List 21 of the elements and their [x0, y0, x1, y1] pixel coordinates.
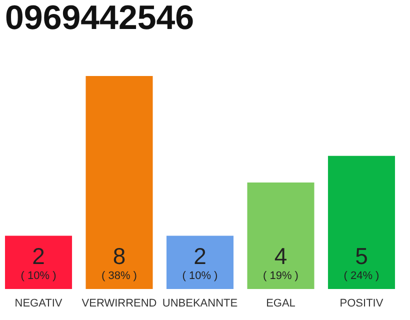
annotation: ( 24% ): [344, 270, 380, 282]
x-tick-label: POSITIV: [340, 298, 384, 310]
annotation: ( 10% ): [182, 270, 218, 282]
data-label: 2: [32, 243, 45, 269]
data-label: 5: [355, 243, 368, 269]
bar: [328, 156, 395, 289]
chart-title: 0969442546: [5, 0, 194, 37]
bar: [86, 76, 153, 289]
x-tick-label: UNBEKANNTE: [162, 298, 238, 310]
x-tick-label: VERWIRREND: [82, 298, 157, 310]
annotation: ( 10% ): [20, 270, 56, 282]
data-label: 2: [194, 243, 206, 269]
bar: [166, 236, 234, 289]
data-label: 4: [274, 243, 288, 269]
bar: [5, 236, 72, 289]
annotation: ( 38% ): [102, 270, 137, 282]
x-tick-label: NEGATIV: [14, 298, 63, 310]
x-tick-label: EGAL: [266, 298, 296, 310]
bar: [247, 182, 314, 289]
data-label: 8: [112, 243, 126, 269]
annotation: ( 19% ): [263, 270, 298, 282]
